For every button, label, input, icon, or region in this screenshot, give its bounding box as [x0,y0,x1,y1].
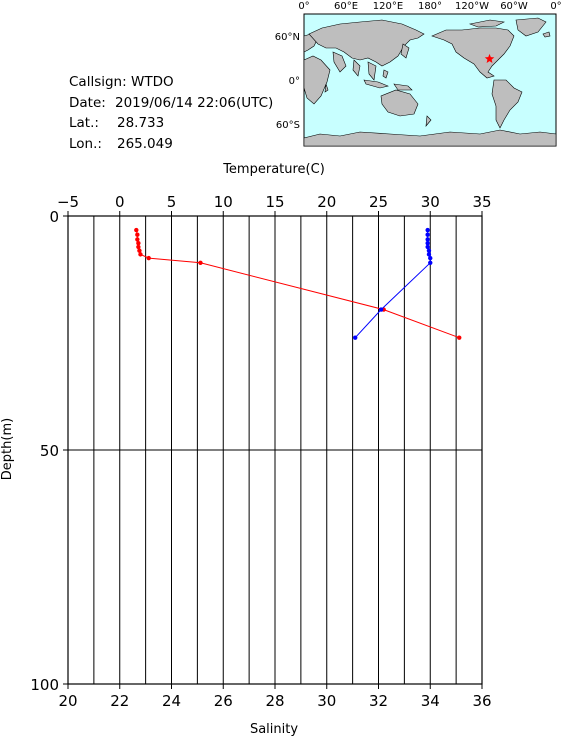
salinity-tick-label: 30 [317,692,336,710]
ship-info: Callsign: WTDO Date: 2019/06/14 22:06(UTC… [69,72,273,154]
temperature-point [135,237,140,242]
temperature-point [136,244,141,250]
salinity-point [378,307,384,312]
lat-label: Lat.: [69,115,99,131]
map-lon-tick-label: 120°E [373,1,403,12]
lat-row: Lat.: 28.733 [69,113,273,134]
temperature-point [138,252,143,257]
station-marker-icon [484,53,495,63]
salinity-point [428,260,433,265]
salinity-point [428,255,433,261]
callsign-label: Callsign: [69,74,127,90]
lon-value: 265.049 [117,135,173,152]
salinity-point [425,237,430,242]
world-map: 0° 60°E 120°E 180° 120°W 60°W 0° 60°N 0° 60°S [275,1,561,147]
temperature-point [137,248,142,253]
salinity-point [425,244,430,250]
temperature-axis-label: Temperature(C) [222,162,325,177]
salinity-point [426,252,432,257]
salinity-tick-label: 24 [162,692,181,710]
temperature-point [198,260,203,265]
lon-label: Lon.: [69,135,102,152]
temperature-tick-label: 30 [421,193,440,211]
lon-row: Lon.: 265.049 [69,134,273,155]
salinity-point [353,335,358,340]
map-lon-tick-label: 0° [550,1,561,12]
salinity-tick-label: 32 [369,692,388,710]
temperature-tick-label: 5 [167,193,177,211]
map-lat-tick-label: 60°S [276,120,300,131]
salinity-tick-label: 28 [265,692,284,710]
salinity-axis-label: Salinity [250,722,298,737]
salinity-point [425,240,430,246]
map-land [303,17,557,147]
temperature-tick-label: 25 [369,193,388,211]
lat-value: 28.733 [117,115,165,131]
date-value: 2019/06/14 22:06(UTC) [115,94,274,111]
map-lat-tick-label: 60°N [275,32,300,43]
temperature-tick-label: 10 [214,193,233,211]
map-lat-tick-label: 0° [289,76,300,87]
temperature-tick-label: 0 [115,193,125,211]
salinity-tick-label: 26 [214,692,233,710]
salinity-tick-label: 20 [58,692,77,710]
temperature-point [135,232,140,237]
depth-axis-label: Depth(m) [0,418,15,480]
temperature-point [136,240,141,246]
date-label: Date: [69,94,106,111]
date-row: Date: 2019/06/14 22:06(UTC) [69,93,273,114]
salinity-point [426,248,432,253]
temperature-point [146,255,151,261]
map-lon-tick-label: 180° [418,1,442,12]
callsign-row: Callsign: WTDO [69,72,273,93]
temperature-tick-label: 35 [472,193,491,211]
salinity-tick-label: 36 [472,692,491,710]
salinity-tick-label: 22 [110,692,129,710]
callsign-value: WTDO [130,74,174,90]
temperature-tick-label: 20 [317,193,336,211]
depth-tick-label: 50 [40,442,59,460]
salinity-point [425,227,430,233]
depth-tick-label: 100 [30,676,59,694]
map-lon-tick-label: 120°W [455,1,489,12]
temperature-point [134,227,139,233]
temperature-tick-label: 15 [265,193,284,211]
temperature-point [457,335,462,340]
map-lon-tick-label: 0° [298,1,309,12]
temperature-profile-line [135,229,460,339]
depth-tick-label: 0 [49,208,59,226]
salinity-tick-label: 34 [421,692,440,710]
salinity-profile-line [354,230,431,339]
map-lon-tick-label: 60°W [500,1,528,12]
map-lon-tick-label: 60°E [334,1,358,12]
temperature-tick-label: −5 [57,193,79,211]
salinity-point [425,232,430,237]
